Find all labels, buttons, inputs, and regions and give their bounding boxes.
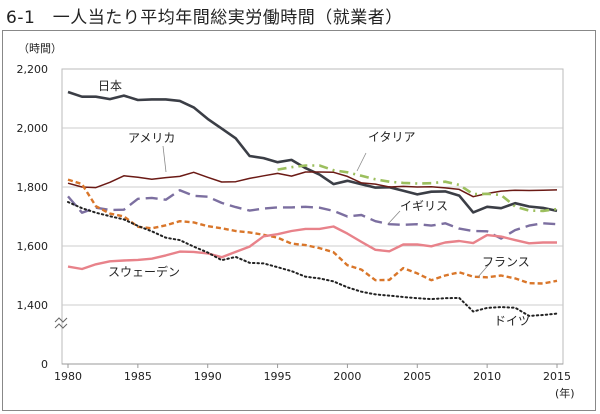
y-tick-label: 1,800 (17, 181, 49, 194)
x-tick-label: 2005 (403, 370, 431, 383)
x-tick-label: 2015 (543, 370, 571, 383)
series-line-3 (67, 188, 558, 240)
leader-line (356, 152, 367, 172)
y-axis-label: （時間） (18, 42, 62, 55)
y-tick-label: 2,200 (17, 63, 49, 76)
y-tick-label: 2,000 (17, 122, 49, 135)
series-label: フランス (482, 255, 530, 269)
series-line-1 (67, 171, 558, 198)
x-tick-label: 2000 (333, 370, 361, 383)
series-line-6 (67, 201, 558, 317)
series-label: ドイツ (494, 314, 530, 328)
leader-line (477, 261, 492, 278)
chart-frame (2, 30, 596, 411)
series-label: イギリス (400, 199, 448, 213)
leader-line (162, 145, 167, 173)
x-tick-label: 1985 (124, 370, 152, 383)
series-label: 日本 (98, 79, 122, 93)
series-line-5 (67, 225, 557, 271)
x-tick-label: 1990 (194, 370, 222, 383)
x-tick-label: 2010 (473, 370, 501, 383)
chart-title: 6-1 一人当たり平均年間総実労働時間（就業者） (6, 8, 403, 28)
x-tick-label: 1980 (54, 370, 82, 383)
leader-line (387, 210, 401, 225)
series-label: アメリカ (128, 131, 175, 145)
series-label: イタリア (368, 130, 416, 144)
series-label: スウェーデン (108, 264, 180, 279)
plot-area (61, 68, 564, 365)
series-line-2 (277, 164, 558, 213)
y-tick-label: 1,600 (17, 240, 49, 253)
y-tick-label: 0 (41, 358, 48, 371)
axis-break-icon (54, 317, 68, 329)
x-axis-label: (年) (555, 386, 575, 400)
y-tick-label: 1,400 (17, 299, 49, 312)
series-line-4 (67, 178, 558, 285)
x-tick-label: 1995 (264, 370, 292, 383)
